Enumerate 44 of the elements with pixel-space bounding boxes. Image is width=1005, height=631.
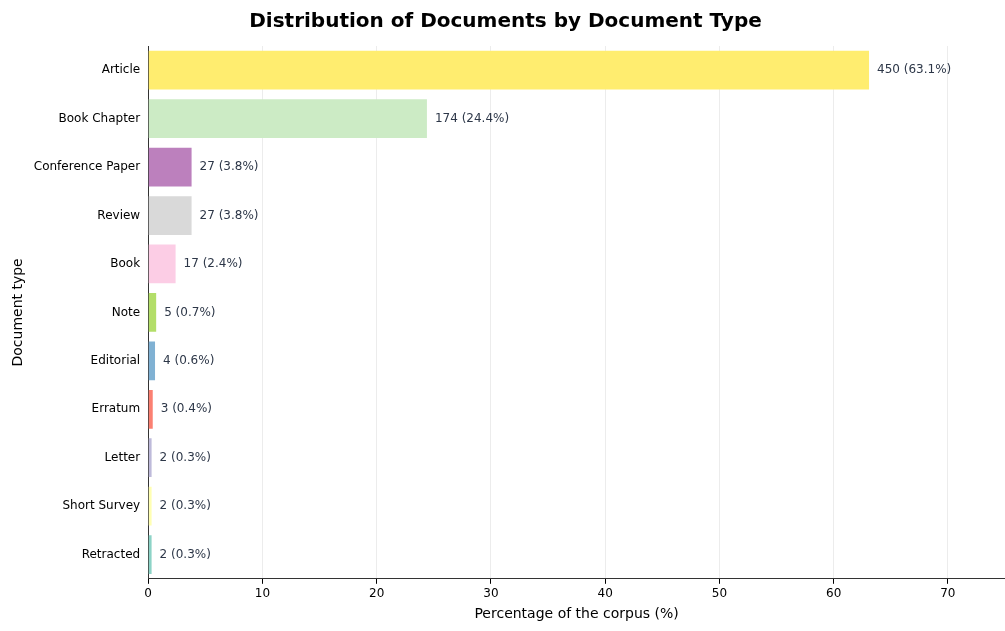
data-label: 27 (3.8%) <box>199 159 259 174</box>
bar <box>148 99 427 139</box>
y-tick-label: Book Chapter <box>58 110 141 125</box>
y-tick-label: Short Survey <box>62 498 141 513</box>
bar <box>148 438 152 478</box>
y-tick-label: Review <box>97 207 141 222</box>
y-tick-label: Letter <box>104 449 141 464</box>
bar <box>148 196 192 235</box>
x-tick-label: 70 <box>940 586 956 601</box>
y-tick-label: Editorial <box>90 352 141 367</box>
bar <box>148 293 157 332</box>
x-tick-label: 30 <box>483 586 499 601</box>
y-tick-label: Retracted <box>81 546 141 561</box>
data-label: 3 (0.4%) <box>160 401 213 416</box>
bar <box>148 147 192 187</box>
bar <box>148 50 870 90</box>
data-label: 2 (0.3%) <box>159 546 211 561</box>
y-tick-label: Book <box>110 256 141 271</box>
y-tick-label: Article <box>101 62 141 77</box>
data-label: 17 (2.4%) <box>183 256 243 271</box>
y-tick-label: Note <box>111 304 141 319</box>
y-tick-label: Conference Paper <box>33 159 141 174</box>
chart-title: Distribution of Documents by Document Type <box>249 8 762 33</box>
x-tick-label: 10 <box>254 586 271 601</box>
data-label: 2 (0.3%) <box>159 449 211 464</box>
bar <box>148 535 152 574</box>
data-label: 2 (0.3%) <box>159 498 211 513</box>
x-tick-label: 0 <box>144 586 152 601</box>
data-label: 5 (0.7%) <box>164 304 216 319</box>
data-label: 450 (63.1%) <box>877 62 952 77</box>
x-tick-label: 40 <box>597 586 613 601</box>
data-label: 174 (24.4%) <box>434 110 510 125</box>
x-tick-label: 60 <box>825 586 842 601</box>
bar <box>148 389 153 429</box>
data-label: 4 (0.6%) <box>163 352 215 367</box>
bar <box>148 486 152 526</box>
x-axis-title: Percentage of the corpus (%) <box>474 605 679 622</box>
bar <box>148 244 176 284</box>
x-tick-label: 20 <box>369 586 385 601</box>
y-tick-label: Erratum <box>91 401 141 416</box>
y-axis-title: Document type <box>9 258 26 367</box>
bar <box>148 341 156 381</box>
x-tick-label: 50 <box>711 586 728 601</box>
data-label: 27 (3.8%) <box>199 207 259 222</box>
